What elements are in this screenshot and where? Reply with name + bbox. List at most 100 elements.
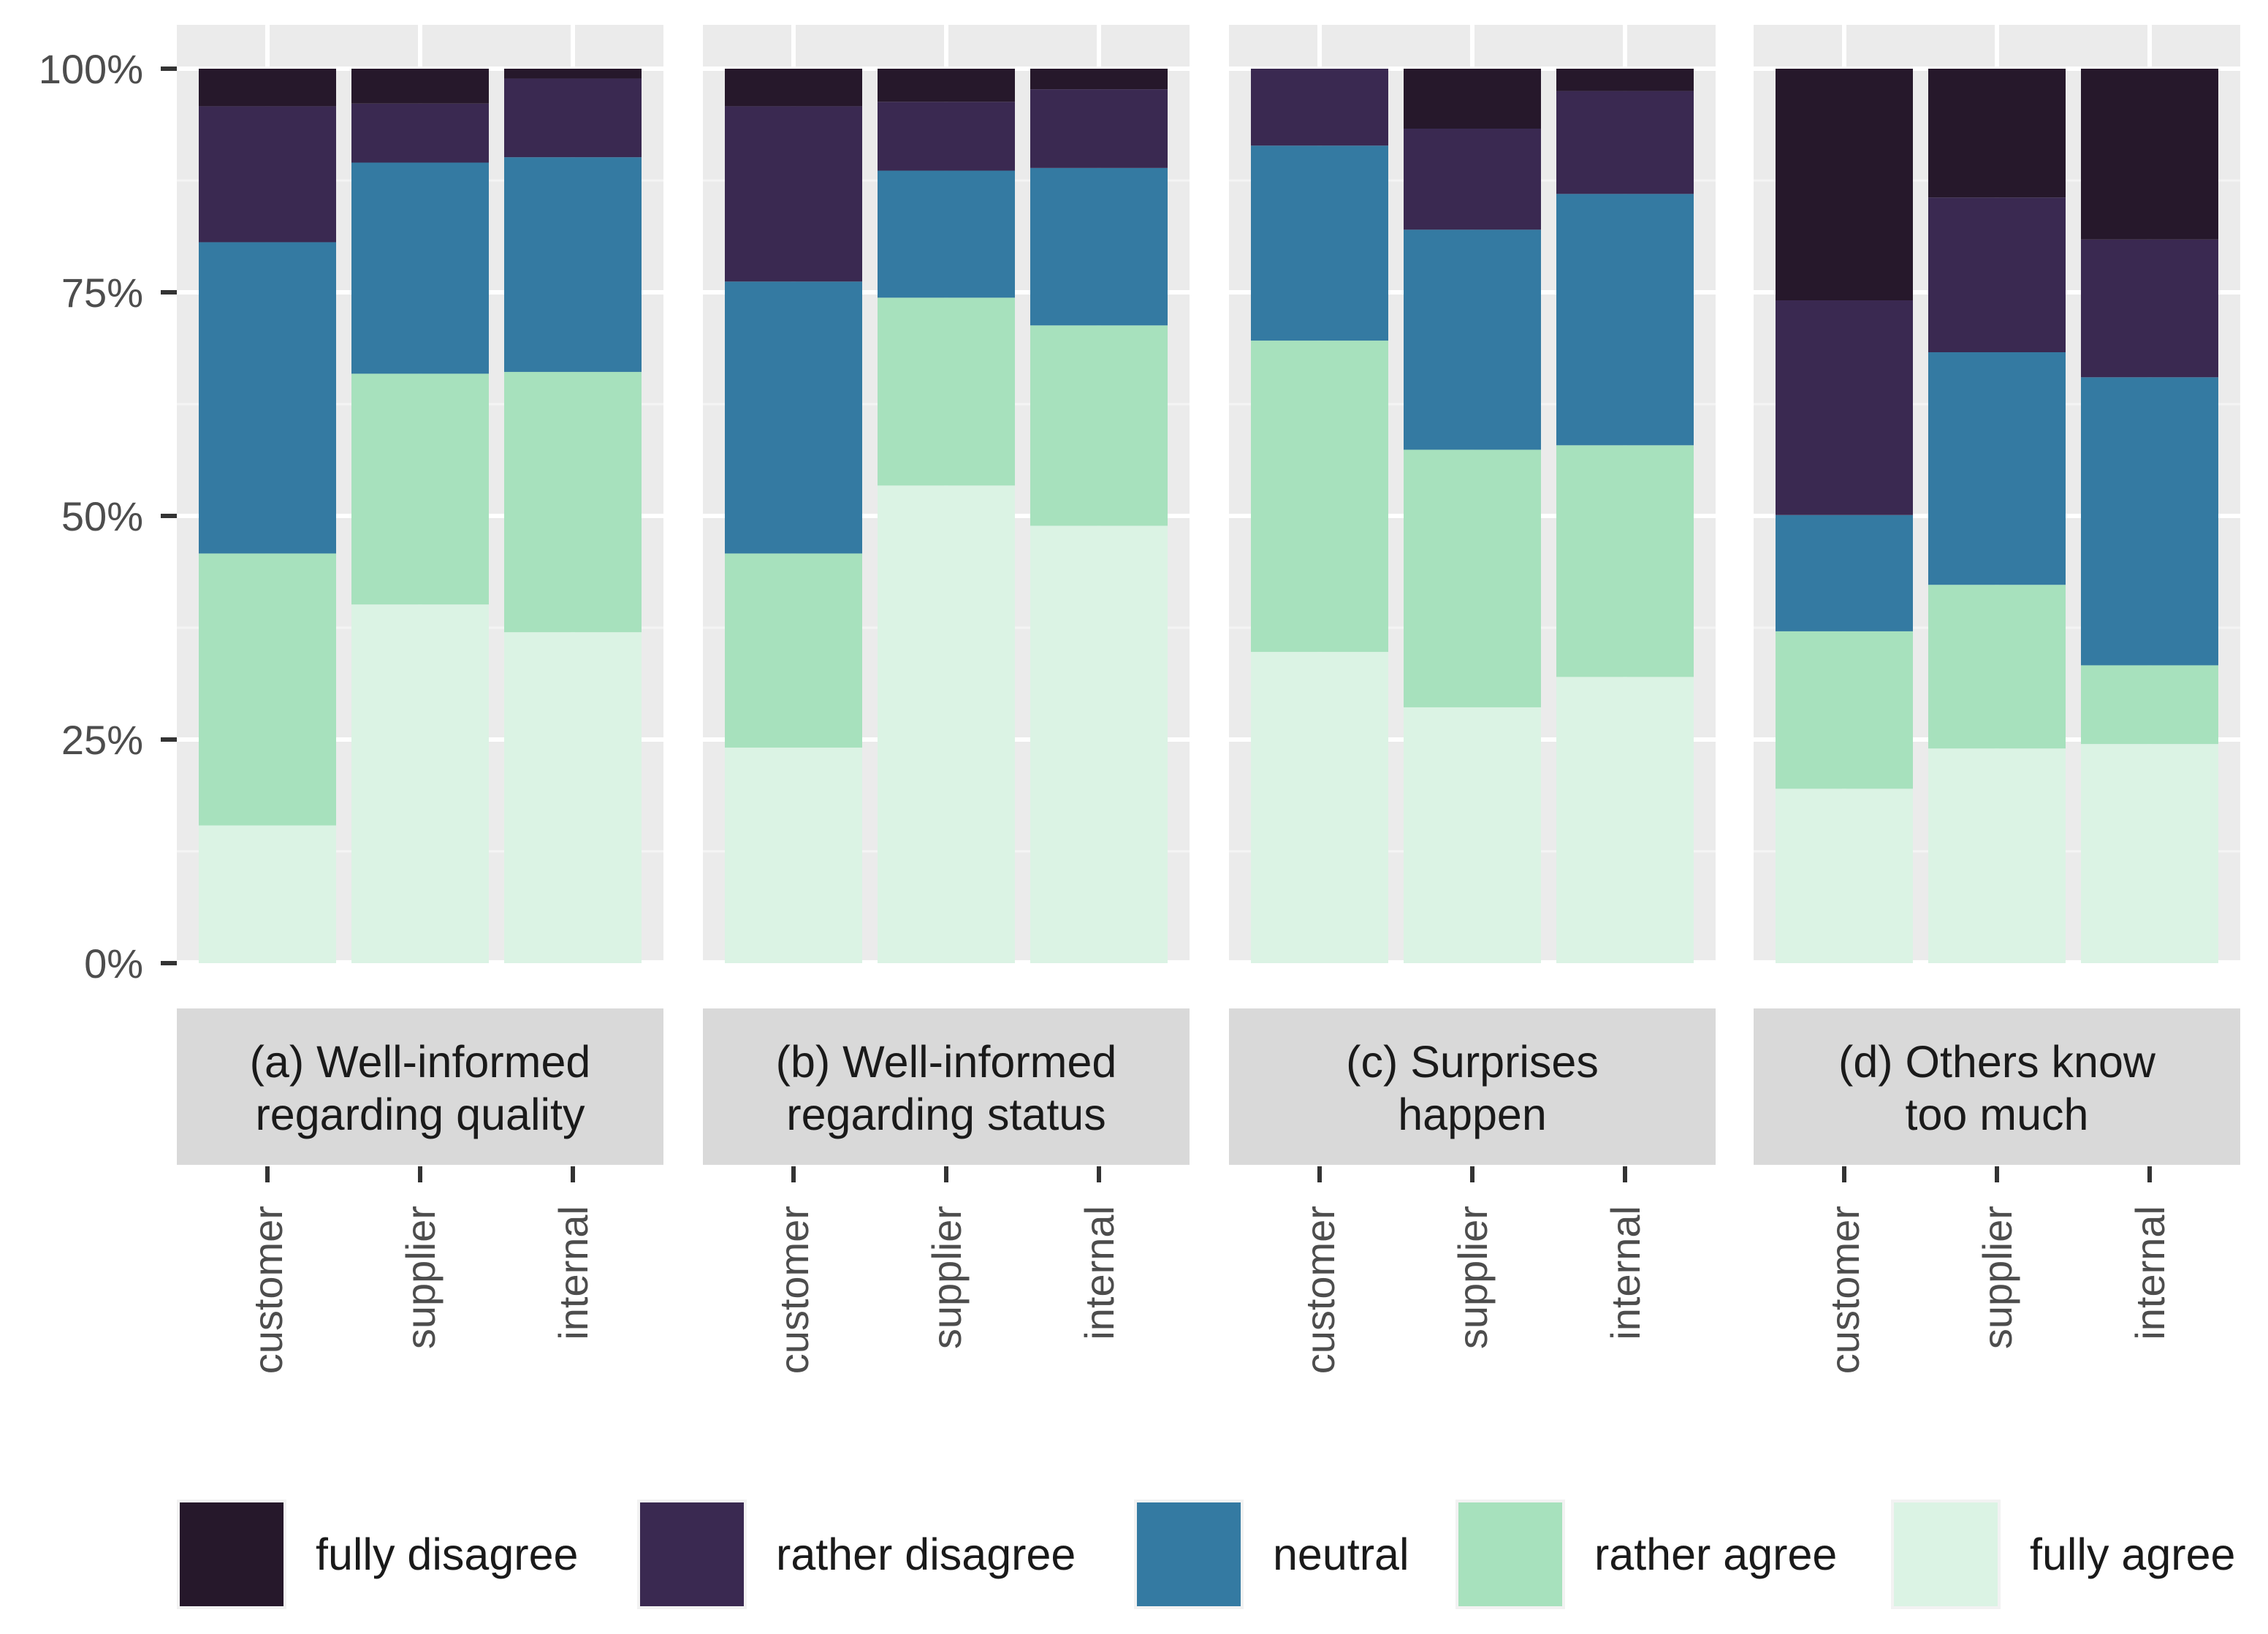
bar-segment-internal-fully-agree <box>1030 525 1168 963</box>
bar-segment-internal-neutral <box>2081 377 2218 666</box>
bar-segment-internal-fully-disagree <box>1030 69 1168 90</box>
bar-segment-internal-fully-agree <box>1556 677 1694 963</box>
bar-segment-customer-fully-disagree <box>1776 69 1913 301</box>
bar-segment-internal-fully-agree <box>2081 744 2218 963</box>
x-tick-label-internal: internal <box>550 1206 596 1340</box>
panel-strip <box>177 1008 663 1165</box>
bar-segment-supplier-rather-disagree <box>351 103 489 163</box>
legend: fully disagree rather disagree neutral rath… <box>177 1500 2235 1609</box>
bar-segment-supplier-fully-agree <box>351 604 489 963</box>
bar-segment-internal-fully-disagree <box>504 69 642 79</box>
panel-title-line2: too much <box>1906 1090 2089 1139</box>
bar-segment-customer-fully-agree <box>1251 652 1388 963</box>
bar-segment-supplier-rather-disagree <box>1928 197 2066 353</box>
bar-segment-customer-rather-agree <box>199 553 336 826</box>
bar-segment-internal-rather-disagree <box>2081 239 2218 378</box>
x-tick-label-supplier: supplier <box>1450 1206 1496 1349</box>
bar-segment-internal-fully-disagree <box>1556 69 1694 91</box>
panel-title-line1: (c) Surprises <box>1346 1037 1599 1087</box>
bar-segment-customer-neutral <box>1251 145 1388 341</box>
y-tick-label: 75% <box>61 270 143 316</box>
bar-segment-internal-rather-agree <box>2081 665 2218 745</box>
bar-segment-supplier-fully-disagree <box>878 69 1015 102</box>
legend-item-rather-agree: rather agree <box>1455 1500 1837 1609</box>
legend-swatch <box>1458 1502 1562 1606</box>
bar-segment-customer-rather-disagree <box>725 106 862 282</box>
bar-segment-internal-rather-disagree <box>1030 89 1168 168</box>
bar-segment-supplier-rather-agree <box>878 297 1015 486</box>
bar-segment-supplier-fully-agree <box>878 485 1015 963</box>
bar-segment-supplier-fully-agree <box>1404 707 1541 963</box>
bar-segment-supplier-rather-agree <box>1928 585 2066 749</box>
legend-label: fully agree <box>2030 1530 2235 1579</box>
x-tick-label-customer: customer <box>1822 1206 1868 1374</box>
bar-segment-customer-fully-disagree <box>725 69 862 107</box>
bar-segment-supplier-neutral <box>878 170 1015 298</box>
bar-segment-customer-fully-disagree <box>199 69 336 107</box>
x-tick-label-internal: internal <box>1076 1206 1122 1340</box>
legend-swatch <box>1137 1502 1241 1606</box>
legend-label: rather disagree <box>776 1530 1076 1579</box>
y-tick-label: 50% <box>61 493 143 539</box>
bar-segment-supplier-fully-agree <box>1928 748 2066 963</box>
panel-title-line2: regarding quality <box>255 1090 585 1139</box>
panel-title-line1: (b) Well-informed <box>776 1037 1117 1087</box>
x-tick-label-customer: customer <box>771 1206 817 1374</box>
bar-segment-customer-rather-agree <box>1251 341 1388 653</box>
bar-segment-customer-neutral <box>1776 514 1913 631</box>
panel-strip <box>1229 1008 1716 1165</box>
bar-segment-internal-neutral <box>1030 167 1168 326</box>
legend-item-rather-disagree: rather disagree <box>637 1500 1076 1609</box>
bar-segment-customer-rather-disagree <box>1776 300 1913 515</box>
bar-segment-supplier-fully-disagree <box>351 69 489 104</box>
bar-segment-customer-fully-agree <box>1776 788 1913 963</box>
bar-segment-customer-rather-disagree <box>1251 69 1388 146</box>
panel-title-line2: regarding status <box>786 1090 1106 1139</box>
x-tick-label-supplier: supplier <box>397 1206 444 1349</box>
bar-segment-supplier-rather-disagree <box>878 102 1015 171</box>
bar-segment-supplier-neutral <box>1404 229 1541 450</box>
panel-strip <box>703 1008 1190 1165</box>
bar-segment-supplier-fully-disagree <box>1928 69 2066 198</box>
bar-segment-supplier-rather-agree <box>351 373 489 605</box>
panel-strip <box>1754 1008 2240 1165</box>
legend-item-fully-disagree: fully disagree <box>177 1500 578 1609</box>
legend-swatch <box>640 1502 744 1606</box>
bar-segment-internal-rather-disagree <box>504 78 642 158</box>
panel-title-line1: (a) Well-informed <box>250 1037 591 1087</box>
y-axis: 0% 25% 50% 75% 100% <box>39 46 177 987</box>
x-tick-label-internal: internal <box>1602 1206 1648 1340</box>
bar-segment-internal-rather-agree <box>504 371 642 633</box>
bar-segment-internal-neutral <box>1556 194 1694 446</box>
legend-swatch <box>180 1502 284 1606</box>
legend-item-neutral: neutral <box>1134 1500 1409 1609</box>
legend-item-fully-agree: fully agree <box>1891 1500 2235 1609</box>
bar-segment-customer-fully-agree <box>725 748 862 963</box>
x-tick-label-supplier: supplier <box>1974 1206 2020 1349</box>
y-tick-label: 0% <box>84 940 143 987</box>
bar-segment-customer-rather-disagree <box>199 106 336 243</box>
bar-segment-supplier-neutral <box>1928 352 2066 585</box>
bar-segment-supplier-fully-disagree <box>1404 69 1541 129</box>
bar-segment-supplier-rather-disagree <box>1404 129 1541 230</box>
y-tick-label: 100% <box>39 46 143 92</box>
bar-segment-customer-neutral <box>199 242 336 554</box>
legend-swatch <box>1894 1502 1998 1606</box>
legend-label: rather agree <box>1594 1530 1837 1579</box>
bar-segment-customer-rather-agree <box>725 553 862 748</box>
bar-segment-internal-neutral <box>504 157 642 372</box>
y-tick-label: 25% <box>61 717 143 763</box>
bar-segment-customer-fully-agree <box>199 825 336 963</box>
x-tick-label-supplier: supplier <box>924 1206 970 1349</box>
x-tick-label-internal: internal <box>2127 1206 2173 1340</box>
x-tick-label-customer: customer <box>1297 1206 1343 1374</box>
bar-segment-supplier-neutral <box>351 162 489 374</box>
bar-segment-internal-rather-disagree <box>1556 91 1694 194</box>
bar-segment-internal-fully-agree <box>504 632 642 963</box>
bar-segment-internal-fully-disagree <box>2081 69 2218 240</box>
